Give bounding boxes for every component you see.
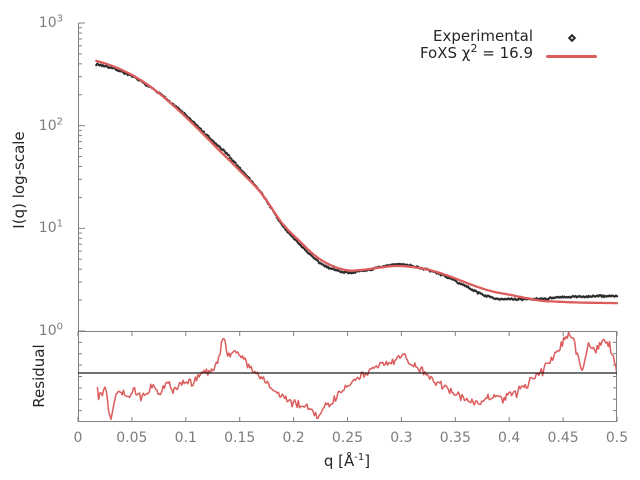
main-y-axis-title-text: I(q) log-scale	[10, 131, 28, 229]
x-axis-title-prefix: q [Å	[323, 452, 355, 470]
x-axis-title: q [Å-1]	[267, 451, 427, 471]
x-tick-label-0: 0	[73, 430, 83, 446]
residual-y-axis-title-text: Residual	[30, 344, 48, 408]
experimental-marker-center	[570, 36, 574, 40]
main-y-axis-title: I(q) log-scale	[9, 100, 29, 260]
x-axis-title-suffix: ]	[364, 452, 371, 470]
x-tick-label-0.3: 0.3	[390, 430, 413, 446]
x-tick-label-0.15: 0.15	[224, 430, 256, 446]
x-tick-label-0.45: 0.45	[547, 430, 579, 446]
y-tick-label-10e1: 101	[38, 218, 63, 237]
y-tick-label-10e2: 102	[38, 116, 63, 134]
foxs-fit-line	[95, 59, 619, 305]
x-tick-label-0.2: 0.2	[282, 430, 305, 446]
x-tick-label-0.4: 0.4	[498, 430, 521, 446]
x-tick-label-0.25: 0.25	[331, 430, 364, 446]
legend-label-experimental: Experimental	[432, 27, 533, 45]
x-tick-label-0.05: 0.05	[116, 430, 148, 446]
x-tick-label-0.5: 0.5	[605, 430, 629, 446]
x-tick-label-0.35: 0.35	[439, 430, 471, 446]
y-tick-label-10e0: 100	[38, 321, 63, 339]
residual-y-axis-title: Residual	[29, 326, 49, 426]
experimental-points	[94, 62, 619, 302]
x-tick-label-0.1: 0.1	[174, 430, 197, 446]
residual-line	[96, 332, 616, 421]
foxs-line-sample	[546, 55, 597, 58]
y-tick-label-10e3: 103	[38, 13, 63, 31]
legend-label-foxs: FoXS χ2 = 16.9	[419, 42, 533, 62]
x-axis-title-sup: -1	[354, 452, 365, 463]
